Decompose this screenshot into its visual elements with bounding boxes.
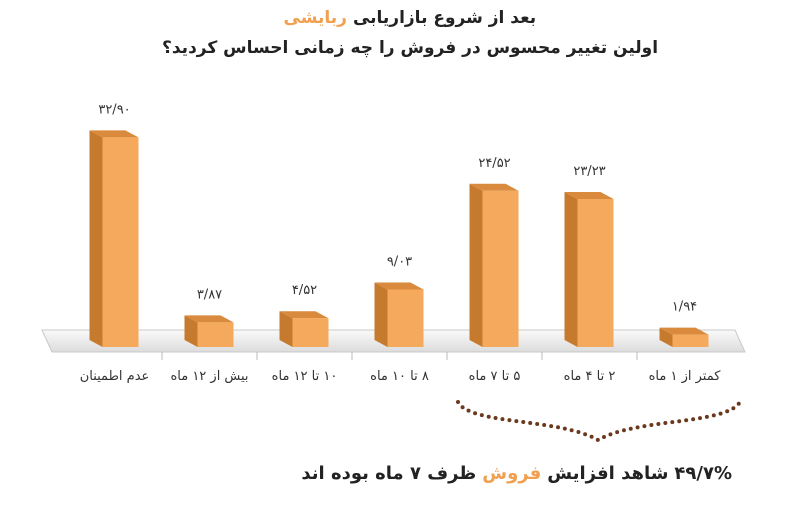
value-label: ۲۳/۲۳ [573,164,605,179]
bar-side [279,311,293,347]
bar-side [184,315,198,347]
bar [469,183,519,347]
x-tick-label: بیش از ۱۲ ماه [170,369,248,384]
bar-top [374,282,424,290]
subtitle-text: اولین تغییر محسوس در فروش را چه زمانی اح… [162,38,659,58]
annotation-highlight: فروش [482,463,542,484]
bar [564,191,614,347]
subtitle: اولین تغییر محسوس در فروش را چه زمانی اح… [162,38,658,58]
x-tick-label: کمتر از ۱ ماه [649,369,722,384]
bar-side [469,183,483,347]
bar [279,311,329,347]
x-tick-label: ۸ تا ۱۰ ماه [370,369,429,384]
bar [184,315,234,347]
value-label: ۳۲/۹۰ [98,102,130,117]
title: بعد از شروع بازاریابی ربایشی [284,8,537,28]
annotation: ۴۹/۷% شاهد افزایش فروش ظرف ۷ ماه بوده ان… [301,463,732,484]
bar-front [387,289,424,347]
bar-top [89,130,139,138]
x-tick-label: ۲ تا ۴ ماه [564,369,616,384]
value-label: ۳/۸۷ [197,287,222,302]
bar-front [672,334,709,347]
bar-front [102,137,139,347]
bar-front [482,190,519,347]
bar-side [659,327,673,347]
value-label: ۱/۹۴ [672,300,697,315]
bar-top [564,191,614,199]
brace [456,400,742,443]
bar [659,327,709,347]
bar-top [184,315,234,323]
value-label: ۲۴/۵۲ [478,156,510,171]
bar-side [374,282,388,347]
bar-top [279,311,329,319]
x-tick-label: ۵ تا ۷ ماه [469,369,521,384]
bar-front [577,198,614,347]
bar-top [469,183,519,191]
bar-front [292,318,329,347]
bar-side [89,130,103,347]
value-label: ۹/۰۳ [387,254,412,269]
bar [374,282,424,347]
bar [89,130,139,347]
x-tick-label: عدم اطمینان [80,369,150,384]
annotation-part: ظرف ۷ ماه بوده اند [301,463,477,484]
title-highlight: ربایشی [283,8,347,28]
title-text: بعد از شروع بازاریابی [352,8,537,28]
bar-side [564,191,578,347]
category-separators [161,352,638,360]
value-label: ۴/۵۲ [292,283,317,298]
bar-front [197,322,234,347]
x-tick-label: ۱۰ تا ۱۲ ماه [272,369,338,384]
annotation-part: ۴۹/۷% [674,463,732,484]
annotation-part: شاهد افزایش [547,463,669,484]
bar-top [659,327,709,335]
